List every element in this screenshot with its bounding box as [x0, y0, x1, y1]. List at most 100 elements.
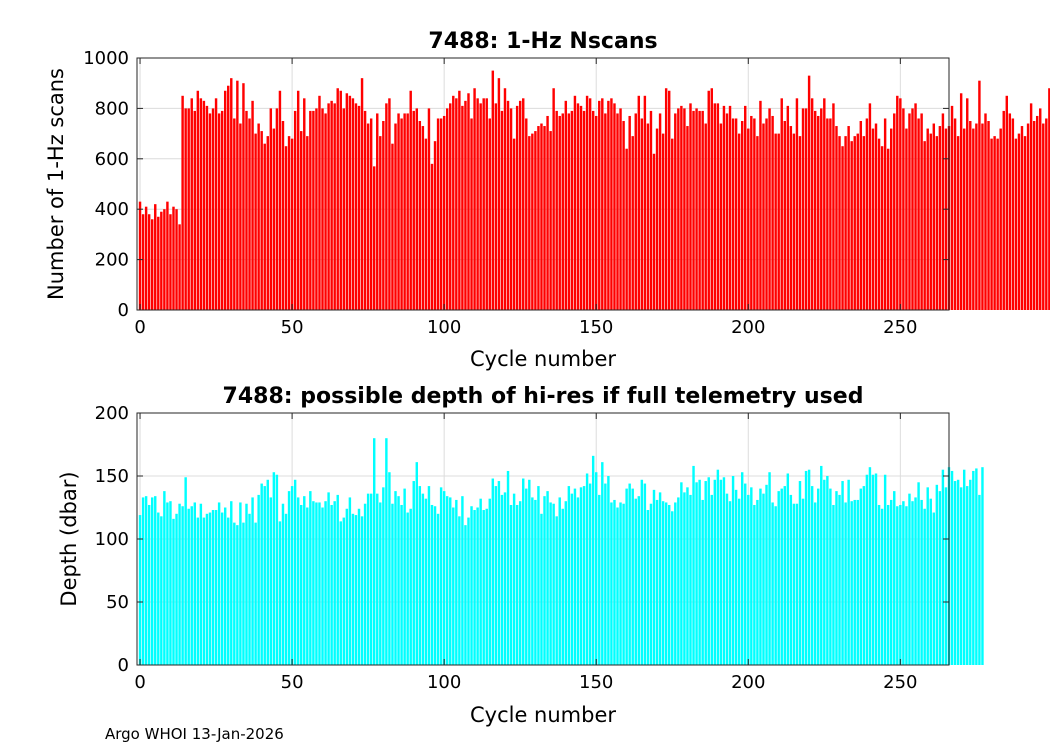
- bar: [281, 503, 285, 665]
- bar: [150, 219, 154, 310]
- bar: [902, 501, 905, 665]
- bar: [445, 496, 449, 665]
- bar: [725, 493, 729, 665]
- bar: [853, 136, 856, 310]
- bar: [792, 503, 796, 665]
- bar: [345, 93, 349, 310]
- bar: [944, 128, 948, 310]
- bar: [826, 118, 829, 310]
- bar: [932, 123, 936, 311]
- bar: [458, 90, 461, 310]
- bar: [591, 110, 595, 310]
- bar: [649, 110, 653, 310]
- bar: [561, 508, 564, 665]
- bar: [230, 78, 233, 310]
- bar: [978, 494, 981, 665]
- ticks: 0 50 100 150 200 250 0 200 400 600 800 1000: [83, 48, 949, 338]
- bar: [886, 504, 890, 665]
- bar: [217, 502, 221, 665]
- bar: [494, 103, 498, 310]
- bar: [674, 113, 677, 310]
- bar: [567, 486, 571, 665]
- bar: [522, 478, 525, 665]
- bar: [607, 476, 610, 665]
- bar: [810, 98, 814, 310]
- bar: [306, 507, 309, 665]
- bar: [424, 498, 428, 665]
- bar: [312, 110, 315, 310]
- bar: [1026, 123, 1030, 311]
- bar: [844, 502, 847, 665]
- bar: [780, 98, 783, 310]
- bar: [835, 126, 838, 310]
- bar: [543, 496, 546, 665]
- bar: [771, 502, 774, 665]
- bar: [689, 494, 692, 665]
- bar: [844, 136, 847, 310]
- bar: [503, 88, 507, 311]
- bar: [403, 488, 406, 665]
- bar: [756, 499, 759, 665]
- bar: [220, 110, 224, 310]
- axes-box: [136, 57, 950, 311]
- bar: [296, 497, 300, 665]
- bar: [564, 501, 568, 665]
- bar: [245, 110, 248, 310]
- bar: [415, 108, 418, 311]
- bar: [473, 510, 476, 665]
- bar: [829, 118, 832, 310]
- bar: [753, 118, 756, 310]
- bar: [953, 118, 957, 310]
- bar: [680, 105, 683, 310]
- bar: [923, 141, 926, 310]
- bar: [369, 118, 373, 310]
- bar: [202, 517, 206, 665]
- footer-credit: Argo WHOI 13-Jan-2026: [105, 725, 284, 743]
- bar: [874, 473, 878, 665]
- bar: [619, 502, 622, 665]
- bar: [661, 133, 665, 310]
- bar: [211, 108, 215, 311]
- ticks: 0 50 100 150 200 250 0 50 100 150 200: [95, 403, 949, 693]
- bar: [953, 481, 957, 665]
- bar: [525, 118, 528, 310]
- bar: [1039, 108, 1042, 311]
- bar: [585, 95, 589, 310]
- bar: [150, 497, 154, 665]
- bar: [400, 118, 403, 310]
- y-axis-label: Number of 1-Hz scans: [44, 68, 68, 300]
- bar: [899, 98, 902, 310]
- bar: [178, 503, 181, 665]
- bar: [236, 80, 239, 311]
- bar: [144, 206, 148, 310]
- bar: [254, 133, 257, 310]
- bar: [525, 488, 528, 665]
- bar: [455, 499, 458, 665]
- bar: [163, 209, 166, 310]
- bar: [336, 88, 339, 311]
- bar: [917, 118, 920, 310]
- bar: [157, 216, 160, 310]
- bar: [296, 90, 300, 310]
- x-tick-label: 250: [883, 317, 917, 338]
- bar: [485, 508, 488, 665]
- bar: [154, 204, 157, 310]
- bar: [777, 491, 780, 665]
- bar: [716, 103, 720, 310]
- bar: [491, 70, 495, 310]
- bar: [272, 128, 276, 310]
- bar: [470, 506, 473, 665]
- bar: [275, 474, 279, 665]
- bar: [278, 90, 282, 310]
- bar: [959, 487, 963, 665]
- bar: [689, 103, 692, 310]
- bar: [880, 146, 884, 310]
- bar: [160, 211, 163, 310]
- bar: [728, 501, 732, 665]
- bar: [500, 494, 504, 665]
- bar: [549, 131, 552, 310]
- bar: [214, 510, 218, 665]
- bar: [966, 98, 969, 310]
- x-tick-label: 100: [427, 672, 461, 693]
- bar: [798, 481, 802, 665]
